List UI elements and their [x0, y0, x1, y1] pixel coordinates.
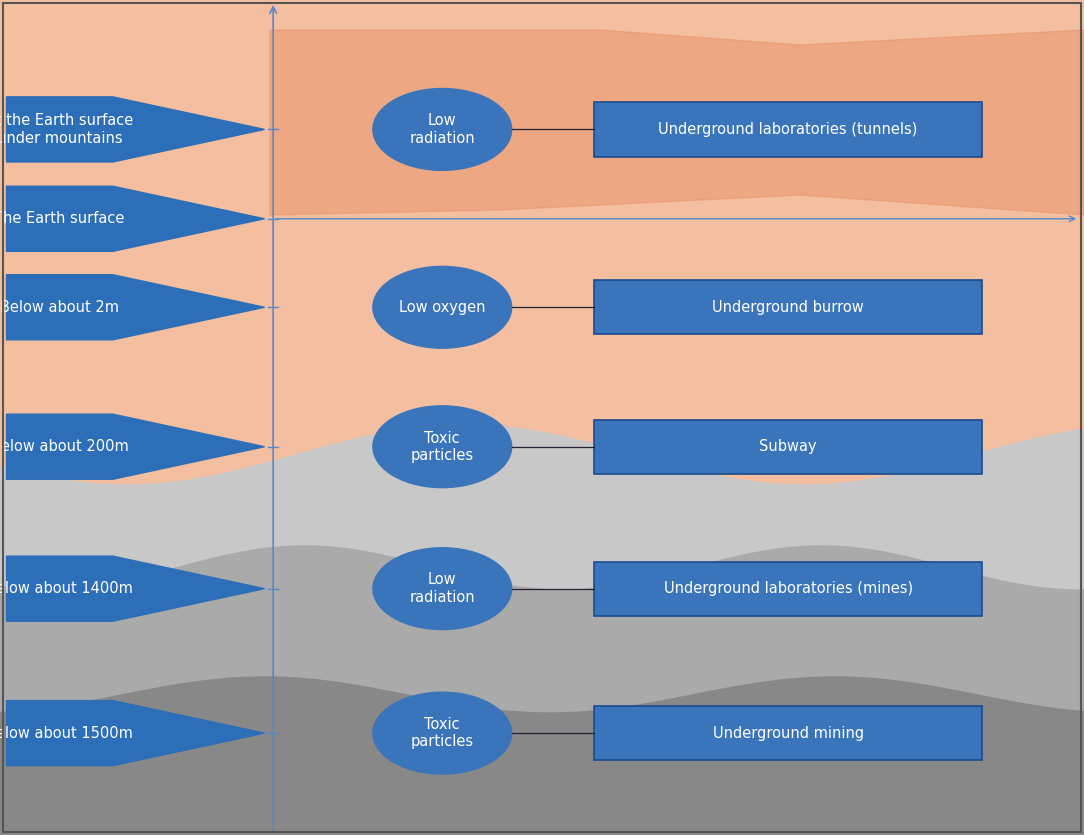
Polygon shape: [7, 275, 264, 340]
Text: Underground laboratories (mines): Underground laboratories (mines): [663, 581, 913, 596]
Ellipse shape: [373, 266, 512, 348]
Ellipse shape: [373, 692, 512, 774]
Polygon shape: [7, 556, 264, 621]
Text: Below about 200m: Below about 200m: [0, 439, 129, 454]
Ellipse shape: [373, 548, 512, 630]
Text: Underground laboratories (tunnels): Underground laboratories (tunnels): [658, 122, 918, 137]
Text: Low
radiation: Low radiation: [410, 114, 475, 145]
Polygon shape: [270, 30, 1084, 215]
FancyBboxPatch shape: [594, 420, 982, 474]
Polygon shape: [7, 414, 264, 479]
Text: Below about 1400m: Below about 1400m: [0, 581, 133, 596]
Text: Toxic
particles: Toxic particles: [411, 717, 474, 749]
Polygon shape: [7, 97, 264, 162]
Text: Underground burrow: Underground burrow: [712, 300, 864, 315]
Polygon shape: [7, 186, 264, 251]
Polygon shape: [7, 701, 264, 766]
Text: The Earth surface: The Earth surface: [0, 211, 125, 226]
Text: Low oxygen: Low oxygen: [399, 300, 486, 315]
Ellipse shape: [373, 89, 512, 170]
FancyBboxPatch shape: [594, 280, 982, 334]
FancyBboxPatch shape: [594, 103, 982, 157]
Text: At the Earth surface
under mountains: At the Earth surface under mountains: [0, 114, 133, 145]
Ellipse shape: [373, 406, 512, 488]
Text: Low
radiation: Low radiation: [410, 573, 475, 605]
Text: Toxic
particles: Toxic particles: [411, 431, 474, 463]
FancyBboxPatch shape: [594, 706, 982, 760]
Text: Underground mining: Underground mining: [712, 726, 864, 741]
Text: Subway: Subway: [759, 439, 817, 454]
Text: Below about 1500m: Below about 1500m: [0, 726, 133, 741]
Text: Below about 2m: Below about 2m: [0, 300, 119, 315]
FancyBboxPatch shape: [594, 561, 982, 615]
